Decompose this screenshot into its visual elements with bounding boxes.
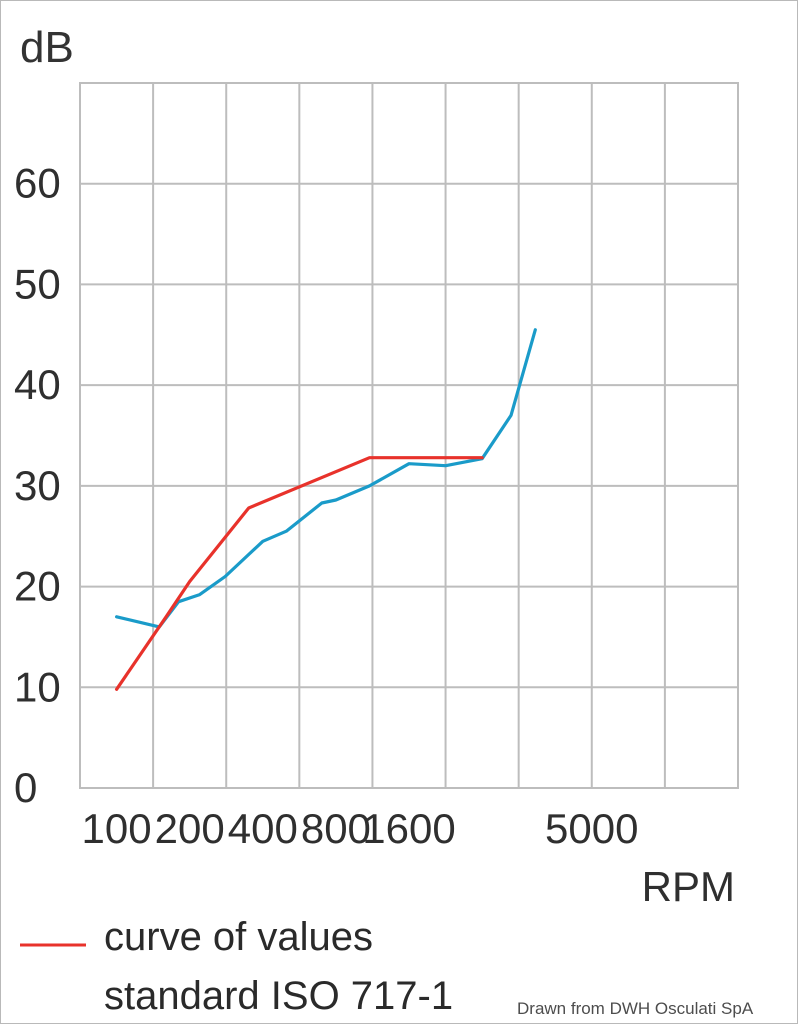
x-axis-title: RPM (642, 863, 735, 910)
y-tick-label: 10 (14, 663, 61, 710)
x-tick-label: 5000 (545, 805, 638, 852)
y-tick-label: 40 (14, 361, 61, 408)
x-tick-label: 1600 (362, 805, 455, 852)
y-axis-title: dB (20, 23, 74, 72)
x-tick-label: 200 (155, 805, 225, 852)
legend-label-line2: standard ISO 717-1 (104, 974, 453, 1018)
plot-border (79, 82, 739, 789)
credit-annotation: Drawn from DWH Osculati SpA (517, 999, 754, 1018)
y-tick-label: 20 (14, 563, 61, 610)
legend-label-line1: curve of values (104, 915, 373, 959)
y-tick-label: 0 (14, 764, 37, 811)
series-line-measured (114, 328, 537, 629)
y-tick-label: 60 (14, 160, 61, 207)
grid (79, 82, 739, 789)
x-tick-label: 100 (82, 805, 152, 852)
x-tick-label: 800 (301, 805, 371, 852)
y-tick-label: 50 (14, 260, 61, 307)
y-tick-label: 30 (14, 462, 61, 509)
x-tick-label: 400 (228, 805, 298, 852)
series-lines (114, 328, 537, 691)
series-line-iso-717-1 (114, 456, 484, 691)
legend: curve of values standard ISO 717-1 (20, 915, 453, 1018)
